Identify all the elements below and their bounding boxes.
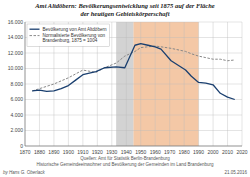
x-tick-label: 1950: [135, 149, 146, 155]
legend-label: Bevölkerung von Amt Altdöbern: [43, 27, 108, 32]
x-tick-label: 1970: [164, 149, 175, 155]
x-tick-label: 1900: [63, 149, 74, 155]
legend-swatch: [30, 29, 40, 30]
x-tick-label: 1880: [34, 149, 45, 155]
y-axis: [25, 22, 26, 146]
grid-line-x: [242, 22, 243, 146]
y-tick-label: 14.000: [8, 34, 24, 40]
grid-line-x: [140, 22, 141, 146]
grid-line-x: [126, 22, 127, 146]
x-tick-label: 1910: [77, 149, 88, 155]
x-tick-label: 1980: [179, 149, 190, 155]
grid-line-y: [25, 22, 242, 23]
grid-line-x: [227, 22, 228, 146]
y-tick-label: 8.000: [10, 81, 23, 87]
legend-label-line: Normalisierte Bevölkerung von: [43, 33, 106, 38]
grid-line-x: [25, 22, 26, 146]
x-tick-label: 1930: [106, 149, 117, 155]
annotation: 21.05.2016: [224, 170, 247, 175]
grid-line-y: [25, 68, 242, 69]
grid-line-y: [25, 130, 242, 131]
grid: [25, 22, 242, 146]
grid-line-x: [169, 22, 170, 146]
series-line: [32, 44, 235, 100]
x-tick-label: 1960: [150, 149, 161, 155]
y-tick-label: 4.000: [10, 112, 23, 118]
x-tick-label: 2020: [236, 149, 247, 155]
subtitle: der heutigen Gebietskörperschaft: [80, 10, 169, 17]
x-tick-label: 2000: [208, 149, 219, 155]
grid-line-y: [25, 53, 242, 54]
x-tick-label: 1870: [19, 149, 30, 155]
grid-line-x: [198, 22, 199, 146]
legend-label-line: Brandenburg, 1875 = 1004: [43, 38, 98, 43]
title: Amt Altdöbern: Bevölkerungsentwicklung s…: [34, 2, 215, 9]
y-tick-label: 6.000: [10, 96, 23, 102]
annotation: by Hans G. Oberlack: [3, 170, 46, 175]
grid-line-y: [25, 115, 242, 116]
legend-label: Normalisierte Bevölkerung vonBrandenburg…: [43, 33, 106, 43]
x-tick-label: 1890: [48, 149, 59, 155]
y-tick-label: 16.000: [8, 19, 24, 25]
x-axis: [25, 146, 242, 147]
x-tick-label: 2010: [222, 149, 233, 155]
grid-line-x: [111, 22, 112, 146]
legend-label-line: Bevölkerung von Amt Altdöbern: [43, 27, 108, 32]
legend-box: [27, 24, 110, 46]
x-tick-label: 1990: [193, 149, 204, 155]
y-tick-label: 10.000: [8, 65, 24, 71]
grid-line-y: [25, 99, 242, 100]
x-tick-label: 1940: [121, 149, 132, 155]
y-tick-label: 2.000: [10, 127, 23, 133]
annotation: Historische Gemeindeeinwohner und Bevölk…: [37, 162, 214, 167]
legend-swatch: [30, 35, 40, 36]
series-line: [32, 46, 235, 91]
legend: Bevölkerung von Amt AltdöbernNormalisier…: [27, 24, 110, 46]
y-tick-label: 12.000: [8, 50, 24, 56]
grid-line-x: [155, 22, 156, 146]
lines: [32, 44, 235, 100]
chart: Amt Altdöbern: Bevölkerungsentwicklung s…: [0, 0, 250, 177]
grid-line-y: [25, 146, 242, 147]
grid-line-x: [184, 22, 185, 146]
x-tick-label: 1920: [92, 149, 103, 155]
annotation: Quellen: Amt für Statistik Berlin-Brande…: [80, 156, 170, 161]
grid-line-x: [213, 22, 214, 146]
